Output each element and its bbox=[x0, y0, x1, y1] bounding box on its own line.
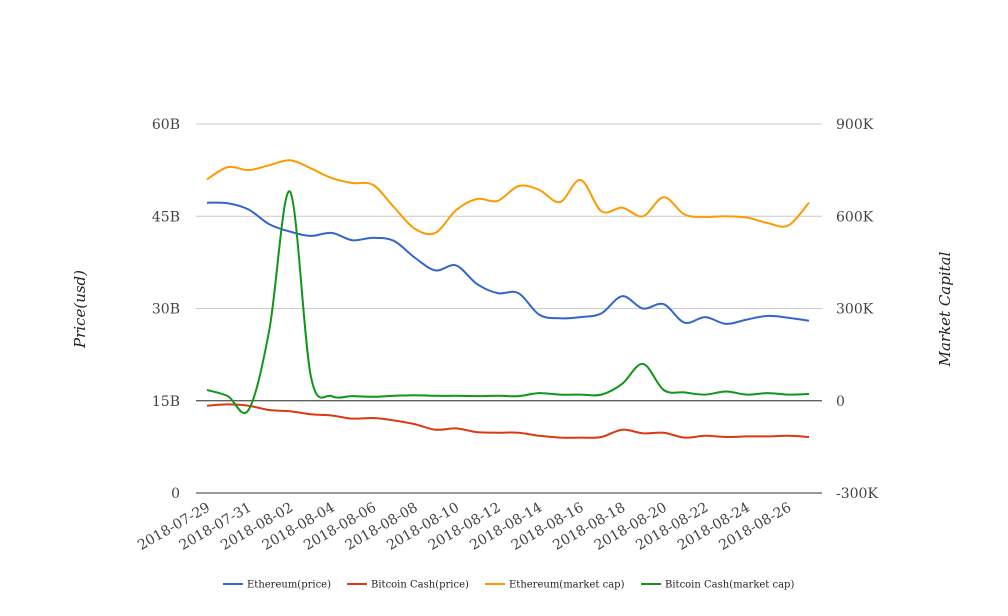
series-line-ethereum-price bbox=[206, 201, 810, 325]
x-tick-labels: 2018-07-292018-07-312018-08-022018-08-04… bbox=[135, 500, 794, 554]
grid-lines bbox=[196, 123, 822, 494]
y-left-tick-label: 0 bbox=[171, 486, 180, 502]
legend-label: Bitcoin Cash(market cap) bbox=[665, 580, 794, 591]
y-right-tick-label: 600K bbox=[836, 209, 874, 225]
legend-label: Bitcoin Cash(price) bbox=[371, 580, 469, 591]
series-line-ethereum-market-cap bbox=[206, 159, 810, 236]
y-right-axis-title: Market Capital bbox=[936, 251, 954, 367]
legend-label: Ethereum(price) bbox=[247, 580, 331, 591]
series-line-bitcoin-cash-price bbox=[206, 403, 810, 439]
series-lines bbox=[206, 159, 810, 439]
y-left-tick-labels: 0 15B 30B 45B 60B bbox=[152, 117, 180, 502]
y-right-tick-label: 0 bbox=[836, 394, 845, 410]
series-line-bitcoin-cash-market-cap bbox=[206, 190, 810, 414]
y-right-tick-label: 300K bbox=[836, 302, 874, 318]
y-left-tick-label: 45B bbox=[152, 209, 180, 225]
y-left-tick-label: 30B bbox=[152, 302, 180, 318]
y-left-tick-label: 15B bbox=[152, 394, 180, 410]
y-left-tick-label: 60B bbox=[152, 117, 180, 133]
y-right-tick-label: 900K bbox=[836, 117, 874, 133]
legend-label: Ethereum(market cap) bbox=[509, 580, 625, 591]
legend: Ethereum(price) Bitcoin Cash(price) Ethere… bbox=[223, 580, 794, 591]
y-right-tick-labels: -300K 0 300K 600K 900K bbox=[836, 117, 878, 502]
y-left-axis-title: Price(usd) bbox=[71, 270, 89, 349]
y-right-tick-label: -300K bbox=[836, 486, 878, 502]
